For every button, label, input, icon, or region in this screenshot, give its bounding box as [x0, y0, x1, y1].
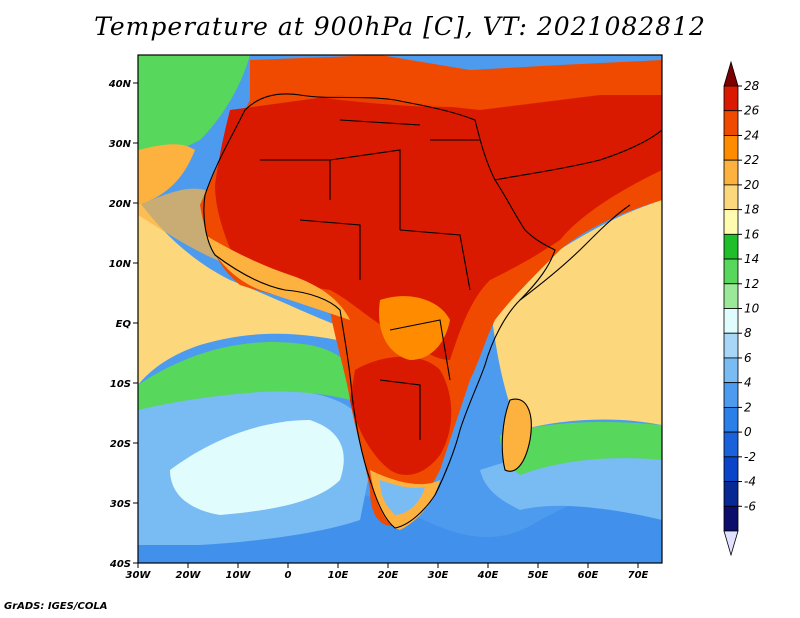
colorbar-swatch — [723, 135, 739, 161]
lon-label-20w: 20W — [176, 570, 202, 581]
colorbar-label: 28 — [744, 79, 760, 93]
lat-label-20n: 20N — [109, 199, 132, 210]
colorbar-swatch — [723, 258, 739, 285]
colorbar-label: -4 — [744, 475, 756, 489]
colorbar-label: 14 — [744, 252, 759, 266]
map-title: Temperature at 900hPa [C], VT: 202108281… — [94, 12, 706, 41]
colorbar-label: 10 — [744, 302, 760, 316]
lon-label-40e: 40E — [477, 570, 499, 581]
colorbar-swatch — [723, 184, 739, 211]
colorbar-label: 4 — [744, 376, 752, 390]
colorbar-label: 26 — [744, 104, 760, 118]
colorbar-swatch — [723, 283, 739, 309]
colorbar-label: 0 — [744, 425, 752, 439]
lat-label-40s: 40S — [109, 559, 131, 570]
colorbar-swatch — [723, 209, 739, 235]
colorbar-label: 22 — [744, 153, 759, 167]
coastline-overlay — [203, 93, 662, 529]
colorbar-swatch — [723, 332, 739, 359]
lon-label-60e: 60E — [578, 570, 599, 581]
colorbar-label: 12 — [744, 277, 759, 291]
colorbar-label: 18 — [744, 203, 760, 217]
lat-label-40n: 40N — [108, 79, 132, 90]
lon-label-20e: 20E — [378, 570, 399, 581]
colorbar-swatch — [723, 233, 739, 260]
lat-label-30s: 30S — [110, 499, 131, 510]
colorbar-swatch — [723, 406, 739, 433]
credit-text: GrADS: IGES/COLA — [4, 601, 108, 612]
colorbar-swatch — [723, 357, 739, 384]
plot-frame — [137, 54, 663, 564]
colorbar-label: 16 — [744, 227, 760, 241]
colorbar-bottom-arrow — [723, 530, 739, 557]
lat-label-30n: 30N — [109, 139, 132, 150]
colorbar-label: 24 — [744, 128, 759, 142]
colorbar-swatch — [723, 481, 739, 507]
colorbar-swatch — [723, 431, 739, 458]
lon-label-50e: 50E — [528, 570, 549, 581]
lon-label-0: 0 — [285, 570, 292, 581]
lat-label-eq: EQ — [116, 319, 132, 330]
colorbar-top-arrow — [723, 60, 739, 87]
colorbar-label: 20 — [744, 178, 760, 192]
colorbar-swatch — [723, 505, 739, 532]
lat-label-10n: 10N — [109, 259, 132, 270]
colorbar-swatch — [723, 159, 739, 186]
lon-label-70e: 70E — [628, 570, 649, 581]
colorbar-label: 8 — [744, 326, 752, 340]
colorbar-label: -6 — [744, 499, 756, 513]
colorbar-label: 2 — [744, 400, 752, 414]
colorbar-label: 6 — [744, 351, 752, 365]
lon-label-30e: 30E — [428, 570, 449, 581]
colorbar-swatch — [723, 456, 739, 482]
lat-label-20s: 20S — [110, 439, 131, 450]
colorbar-swatch — [723, 110, 739, 136]
temperature-field — [138, 55, 662, 563]
colorbar-swatch — [723, 308, 739, 334]
lon-label-10e: 10E — [328, 570, 349, 581]
colorbar-swatch — [723, 85, 739, 112]
lat-label-10s: 10S — [110, 379, 131, 390]
lat-axis: 40N 30N 20N 10N EQ 10S 20S 30S 40S — [108, 79, 138, 570]
colorbar-label: -2 — [744, 450, 756, 464]
lon-label-30w: 30W — [126, 570, 152, 581]
lon-axis: 30W 20W 10W 0 10E 20E 30E 40E 50E 60E 70… — [126, 563, 649, 581]
colorbar-swatch — [723, 382, 739, 408]
lon-label-10w: 10W — [226, 570, 252, 581]
